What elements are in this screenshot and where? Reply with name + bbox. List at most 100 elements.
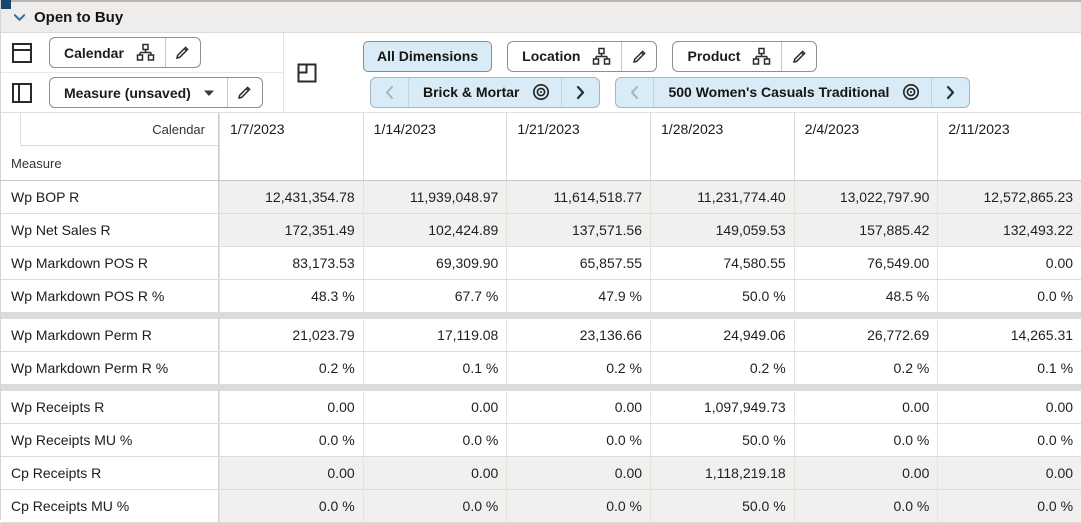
hierarchy-icon[interactable] <box>752 47 771 66</box>
row-header[interactable]: Cp Receipts MU % <box>1 490 219 522</box>
data-cell[interactable]: 48.5 % <box>793 280 938 312</box>
data-cell[interactable]: 0.0 % <box>937 490 1081 522</box>
next-position-button[interactable] <box>561 77 599 107</box>
row-header[interactable]: Wp Receipts MU % <box>1 424 219 456</box>
data-cell[interactable]: 0.00 <box>937 391 1081 423</box>
data-cell[interactable]: 48.3 % <box>219 280 363 312</box>
data-cell[interactable]: 149,059.53 <box>650 214 794 246</box>
data-cell[interactable]: 21,023.79 <box>219 319 363 351</box>
hierarchy-icon[interactable] <box>592 47 611 66</box>
product-edit-button[interactable] <box>782 42 816 71</box>
data-cell[interactable]: 83,173.53 <box>219 247 363 279</box>
data-cell[interactable]: 0.00 <box>937 457 1081 489</box>
data-cell[interactable]: 67.7 % <box>362 280 507 312</box>
data-cell[interactable]: 1,118,219.18 <box>650 457 794 489</box>
data-cell[interactable]: 74,580.55 <box>650 247 794 279</box>
data-cell[interactable]: 65,857.55 <box>506 247 650 279</box>
measure-axis-button[interactable]: Measure (unsaved) <box>49 77 263 108</box>
row-header[interactable]: Wp Markdown POS R <box>1 247 219 279</box>
data-cell[interactable]: 11,614,518.77 <box>506 181 651 213</box>
measure-edit-button[interactable] <box>228 78 262 107</box>
data-cell[interactable]: 0.00 <box>362 391 507 423</box>
data-cell[interactable]: 0.0 % <box>219 490 363 522</box>
product-dimension-button[interactable]: Product <box>672 40 818 72</box>
data-cell[interactable]: 14,265.31 <box>937 319 1081 351</box>
chevron-down-icon[interactable] <box>13 11 26 24</box>
columns-axis-icon[interactable] <box>11 42 33 64</box>
next-position-button[interactable] <box>931 77 969 107</box>
data-cell[interactable]: 50.0 % <box>650 424 794 456</box>
location-position-chip[interactable]: Brick & Mortar <box>370 76 601 108</box>
previous-position-button[interactable] <box>371 77 409 107</box>
data-cell[interactable]: 0.00 <box>937 247 1081 279</box>
data-cell[interactable]: 50.0 % <box>650 280 794 312</box>
location-edit-button[interactable] <box>622 42 656 71</box>
row-header[interactable]: Wp Markdown POS R % <box>1 280 219 312</box>
data-cell[interactable]: 17,119.08 <box>362 319 507 351</box>
column-header[interactable]: 1/7/2023 <box>219 113 363 180</box>
data-cell[interactable]: 0.0 % <box>219 424 363 456</box>
data-cell[interactable]: 11,231,774.40 <box>650 181 794 213</box>
data-cell[interactable]: 0.0 % <box>937 280 1081 312</box>
row-header[interactable]: Wp BOP R <box>1 181 219 213</box>
calendar-edit-button[interactable] <box>166 38 200 67</box>
rows-axis-icon[interactable] <box>11 82 33 104</box>
column-header[interactable]: 2/4/2023 <box>793 113 938 180</box>
data-cell[interactable]: 24,949.06 <box>650 319 794 351</box>
row-header[interactable]: Wp Receipts R <box>1 391 219 423</box>
data-cell[interactable]: 0.0 % <box>793 424 938 456</box>
data-cell[interactable]: 0.00 <box>506 457 651 489</box>
data-cell[interactable]: 0.1 % <box>362 352 507 384</box>
bullseye-icon[interactable] <box>531 82 551 102</box>
data-cell[interactable]: 76,549.00 <box>793 247 938 279</box>
data-cell[interactable]: 12,572,865.23 <box>937 181 1081 213</box>
row-header[interactable]: Cp Receipts R <box>1 457 219 489</box>
data-cell[interactable]: 0.0 % <box>362 490 507 522</box>
location-dimension-button[interactable]: Location <box>507 40 658 72</box>
product-position-chip[interactable]: 500 Women's Casuals Traditional <box>615 76 971 108</box>
hierarchy-icon[interactable] <box>136 43 155 62</box>
data-cell[interactable]: 0.2 % <box>219 352 363 384</box>
data-cell[interactable]: 23,136.66 <box>506 319 650 351</box>
data-cell[interactable]: 102,424.89 <box>362 214 507 246</box>
calendar-axis-button[interactable]: Calendar <box>49 37 201 68</box>
data-cell[interactable]: 0.2 % <box>650 352 794 384</box>
data-cell[interactable]: 0.0 % <box>937 424 1081 456</box>
data-cell[interactable]: 0.0 % <box>362 424 507 456</box>
column-header[interactable]: 2/11/2023 <box>937 113 1081 180</box>
data-cell[interactable]: 0.00 <box>362 457 507 489</box>
column-dimension-tile[interactable]: Calendar <box>21 113 218 146</box>
bullseye-icon[interactable] <box>901 82 921 102</box>
column-header[interactable]: 1/21/2023 <box>506 113 650 180</box>
data-cell[interactable]: 172,351.49 <box>219 214 363 246</box>
data-cell[interactable]: 0.0 % <box>506 490 651 522</box>
data-cell[interactable]: 157,885.42 <box>793 214 938 246</box>
data-cell[interactable]: 0.0 % <box>506 424 650 456</box>
row-dimension-tile[interactable]: Measure <box>11 155 62 171</box>
data-cell[interactable]: 0.00 <box>219 457 363 489</box>
column-header[interactable]: 1/14/2023 <box>362 113 507 180</box>
row-header[interactable]: Wp Markdown Perm R <box>1 319 219 351</box>
data-cell[interactable]: 132,493.22 <box>937 214 1081 246</box>
data-cell[interactable]: 0.00 <box>793 391 938 423</box>
data-cell[interactable]: 137,571.56 <box>506 214 651 246</box>
all-dimensions-button[interactable]: All Dimensions <box>363 40 493 72</box>
data-cell[interactable]: 26,772.69 <box>793 319 938 351</box>
row-header[interactable]: Wp Markdown Perm R % <box>1 352 219 384</box>
data-cell[interactable]: 0.00 <box>506 391 650 423</box>
data-cell[interactable]: 47.9 % <box>506 280 650 312</box>
data-cell[interactable]: 0.1 % <box>937 352 1081 384</box>
data-cell[interactable]: 0.00 <box>219 391 363 423</box>
data-cell[interactable]: 50.0 % <box>650 490 794 522</box>
data-cell[interactable]: 13,022,797.90 <box>793 181 938 213</box>
data-cell[interactable]: 12,431,354.78 <box>219 181 363 213</box>
data-cell[interactable]: 1,097,949.73 <box>650 391 794 423</box>
data-cell[interactable]: 0.0 % <box>793 490 938 522</box>
data-cell[interactable]: 69,309.90 <box>362 247 507 279</box>
row-header[interactable]: Wp Net Sales R <box>1 214 219 246</box>
previous-position-button[interactable] <box>616 77 655 107</box>
data-cell[interactable]: 0.2 % <box>506 352 650 384</box>
pivot-icon[interactable] <box>297 63 317 83</box>
data-cell[interactable]: 11,939,048.97 <box>362 181 507 213</box>
data-cell[interactable]: 0.2 % <box>793 352 938 384</box>
